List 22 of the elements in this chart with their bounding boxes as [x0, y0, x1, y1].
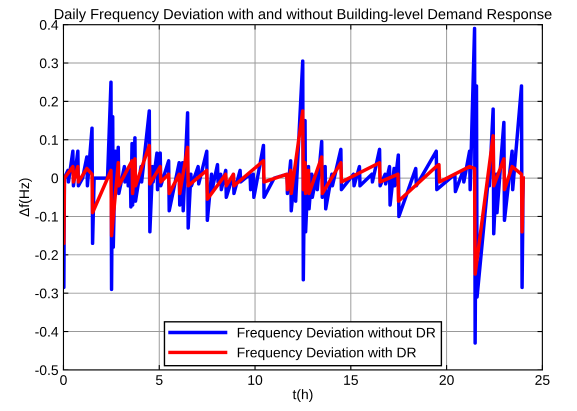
x-tick-label: 25 [535, 375, 550, 385]
x-tick-label: 20 [440, 375, 454, 385]
line-series [63, 109, 525, 276]
y-tick-label: 0.3 [40, 58, 58, 68]
y-tick-label: -0.4 [35, 326, 58, 337]
x-tick-label: 15 [344, 375, 358, 385]
y-tick-label: -0.1 [35, 212, 58, 222]
y-tick-label: 0.2 [40, 96, 58, 107]
legend-label: Frequency Deviation without DR [238, 327, 436, 340]
legend-label: Frequency Deviation with DR [238, 347, 416, 360]
y-tick-label: -0.2 [35, 250, 58, 260]
y-tick-label: 0 [51, 173, 58, 184]
x-axis-title: t(h) [292, 389, 312, 402]
x-tick-label: 10 [248, 375, 262, 385]
x-tick-label: 0 [60, 375, 67, 385]
y-axis-title: Δf(Hz) [18, 178, 32, 217]
chart-title: Daily Frequency Deviation with and without Building-level Demand Response [54, 8, 552, 22]
y-tick-label: -0.3 [35, 288, 58, 298]
x-tick-label: 5 [156, 375, 163, 385]
y-tick-label: 0.1 [40, 135, 58, 145]
y-tick-label: -0.5 [35, 365, 58, 376]
y-tick-label: 0.4 [40, 20, 58, 30]
